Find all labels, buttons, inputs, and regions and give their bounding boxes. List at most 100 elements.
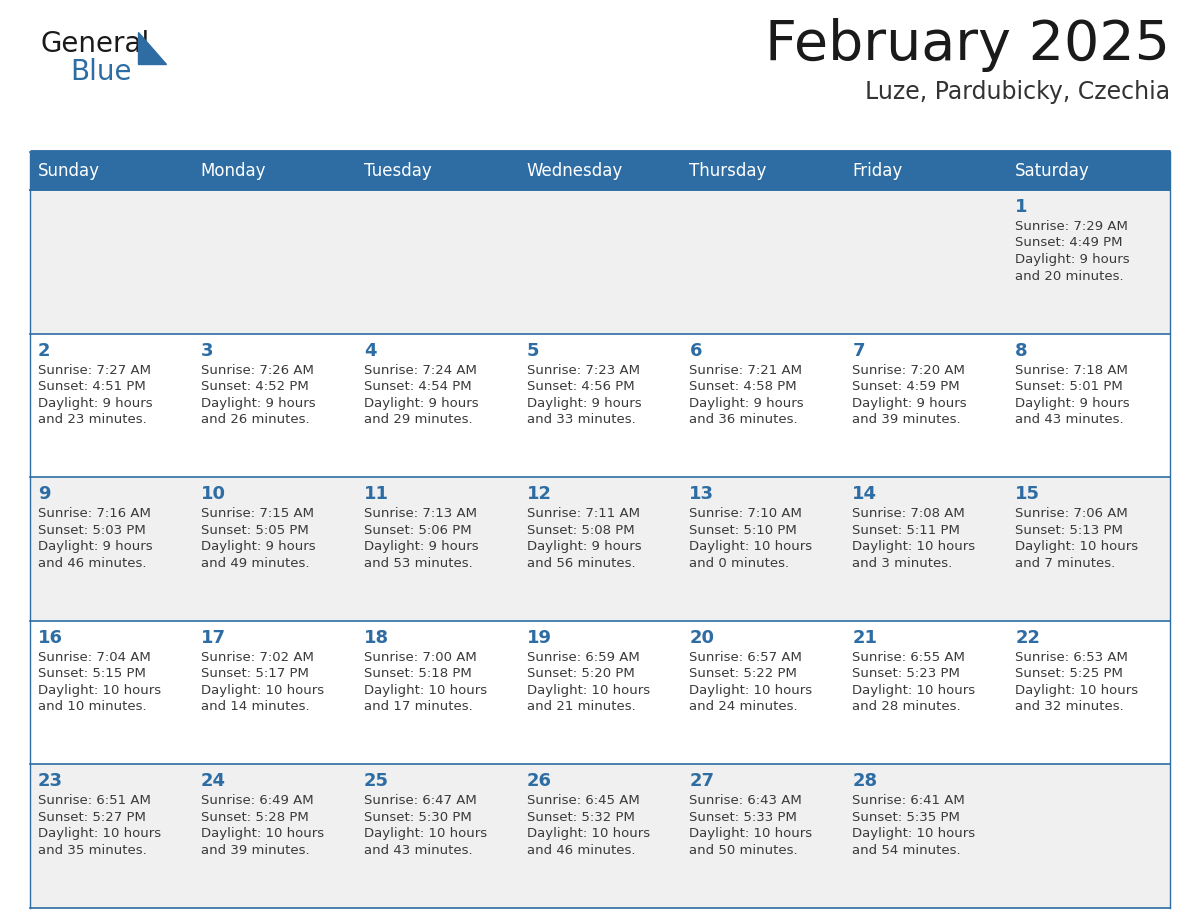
Text: Monday: Monday <box>201 162 266 180</box>
Text: and 49 minutes.: and 49 minutes. <box>201 556 309 570</box>
Text: Blue: Blue <box>70 58 132 86</box>
Text: 2: 2 <box>38 341 51 360</box>
Text: 21: 21 <box>852 629 877 647</box>
Text: Sunrise: 7:11 AM: Sunrise: 7:11 AM <box>526 508 639 521</box>
Text: Sunrise: 7:26 AM: Sunrise: 7:26 AM <box>201 364 314 376</box>
Text: Sunrise: 7:20 AM: Sunrise: 7:20 AM <box>852 364 965 376</box>
Text: 24: 24 <box>201 772 226 790</box>
Text: Sunrise: 7:24 AM: Sunrise: 7:24 AM <box>364 364 476 376</box>
Text: Daylight: 9 hours: Daylight: 9 hours <box>689 397 804 409</box>
Text: Sunset: 5:08 PM: Sunset: 5:08 PM <box>526 523 634 537</box>
Text: Friday: Friday <box>852 162 903 180</box>
Text: Sunrise: 6:49 AM: Sunrise: 6:49 AM <box>201 794 314 808</box>
Text: Tuesday: Tuesday <box>364 162 431 180</box>
Text: Daylight: 10 hours: Daylight: 10 hours <box>201 827 324 840</box>
Text: and 46 minutes.: and 46 minutes. <box>526 844 636 856</box>
Text: Sunset: 5:23 PM: Sunset: 5:23 PM <box>852 667 960 680</box>
Bar <box>30 190 1170 333</box>
Text: Sunrise: 7:16 AM: Sunrise: 7:16 AM <box>38 508 151 521</box>
Text: 22: 22 <box>1015 629 1041 647</box>
Bar <box>30 765 1170 908</box>
Text: Sunrise: 7:13 AM: Sunrise: 7:13 AM <box>364 508 476 521</box>
Text: Daylight: 10 hours: Daylight: 10 hours <box>689 684 813 697</box>
Text: Sunset: 4:51 PM: Sunset: 4:51 PM <box>38 380 146 393</box>
Text: Sunset: 5:20 PM: Sunset: 5:20 PM <box>526 667 634 680</box>
Text: and 24 minutes.: and 24 minutes. <box>689 700 798 713</box>
Text: Thursday: Thursday <box>689 162 766 180</box>
Text: and 53 minutes.: and 53 minutes. <box>364 556 473 570</box>
Text: and 20 minutes.: and 20 minutes. <box>1015 270 1124 283</box>
Text: Daylight: 10 hours: Daylight: 10 hours <box>689 540 813 554</box>
Text: Saturday: Saturday <box>1015 162 1089 180</box>
Text: 11: 11 <box>364 486 388 503</box>
Text: Daylight: 9 hours: Daylight: 9 hours <box>526 540 642 554</box>
Text: and 56 minutes.: and 56 minutes. <box>526 556 636 570</box>
Polygon shape <box>138 32 166 64</box>
Text: Sunrise: 6:45 AM: Sunrise: 6:45 AM <box>526 794 639 808</box>
Text: Daylight: 10 hours: Daylight: 10 hours <box>1015 540 1138 554</box>
Text: 19: 19 <box>526 629 551 647</box>
Text: Daylight: 9 hours: Daylight: 9 hours <box>38 540 152 554</box>
Text: 9: 9 <box>38 486 51 503</box>
Text: and 21 minutes.: and 21 minutes. <box>526 700 636 713</box>
Text: and 39 minutes.: and 39 minutes. <box>852 413 961 426</box>
Text: Daylight: 10 hours: Daylight: 10 hours <box>526 684 650 697</box>
Text: Daylight: 10 hours: Daylight: 10 hours <box>38 827 162 840</box>
Text: and 50 minutes.: and 50 minutes. <box>689 844 798 856</box>
Bar <box>30 152 1170 190</box>
Text: Daylight: 9 hours: Daylight: 9 hours <box>201 397 316 409</box>
Text: Sunrise: 7:10 AM: Sunrise: 7:10 AM <box>689 508 802 521</box>
Text: Sunrise: 6:57 AM: Sunrise: 6:57 AM <box>689 651 802 664</box>
Text: 1: 1 <box>1015 198 1028 216</box>
Text: Sunset: 5:28 PM: Sunset: 5:28 PM <box>201 811 309 823</box>
Text: 6: 6 <box>689 341 702 360</box>
Text: 25: 25 <box>364 772 388 790</box>
Text: 26: 26 <box>526 772 551 790</box>
Bar <box>30 621 1170 765</box>
Text: and 46 minutes.: and 46 minutes. <box>38 556 146 570</box>
Text: and 10 minutes.: and 10 minutes. <box>38 700 146 713</box>
Text: General: General <box>40 30 150 58</box>
Text: Sunrise: 7:15 AM: Sunrise: 7:15 AM <box>201 508 314 521</box>
Text: 5: 5 <box>526 341 539 360</box>
Text: Sunrise: 6:47 AM: Sunrise: 6:47 AM <box>364 794 476 808</box>
Text: Sunrise: 6:59 AM: Sunrise: 6:59 AM <box>526 651 639 664</box>
Text: Daylight: 10 hours: Daylight: 10 hours <box>201 684 324 697</box>
Text: Daylight: 10 hours: Daylight: 10 hours <box>364 827 487 840</box>
Text: 12: 12 <box>526 486 551 503</box>
Text: and 26 minutes.: and 26 minutes. <box>201 413 310 426</box>
Text: Daylight: 10 hours: Daylight: 10 hours <box>38 684 162 697</box>
Text: Sunset: 4:52 PM: Sunset: 4:52 PM <box>201 380 309 393</box>
Text: Sunset: 5:10 PM: Sunset: 5:10 PM <box>689 523 797 537</box>
Text: Sunrise: 7:04 AM: Sunrise: 7:04 AM <box>38 651 151 664</box>
Text: 18: 18 <box>364 629 388 647</box>
Text: 14: 14 <box>852 486 877 503</box>
Text: February 2025: February 2025 <box>765 18 1170 72</box>
Text: and 33 minutes.: and 33 minutes. <box>526 413 636 426</box>
Text: and 32 minutes.: and 32 minutes. <box>1015 700 1124 713</box>
Text: Sunset: 5:30 PM: Sunset: 5:30 PM <box>364 811 472 823</box>
Text: Sunrise: 7:06 AM: Sunrise: 7:06 AM <box>1015 508 1127 521</box>
Text: Sunrise: 7:29 AM: Sunrise: 7:29 AM <box>1015 220 1129 233</box>
Text: Sunrise: 7:00 AM: Sunrise: 7:00 AM <box>364 651 476 664</box>
Text: 15: 15 <box>1015 486 1041 503</box>
Text: Sunset: 5:35 PM: Sunset: 5:35 PM <box>852 811 960 823</box>
Text: Sunset: 5:11 PM: Sunset: 5:11 PM <box>852 523 960 537</box>
Text: and 23 minutes.: and 23 minutes. <box>38 413 147 426</box>
Text: and 0 minutes.: and 0 minutes. <box>689 556 790 570</box>
Text: Daylight: 9 hours: Daylight: 9 hours <box>364 540 479 554</box>
Text: Sunrise: 7:18 AM: Sunrise: 7:18 AM <box>1015 364 1129 376</box>
Text: Sunday: Sunday <box>38 162 100 180</box>
Text: and 36 minutes.: and 36 minutes. <box>689 413 798 426</box>
Text: Sunrise: 6:51 AM: Sunrise: 6:51 AM <box>38 794 151 808</box>
Text: Daylight: 9 hours: Daylight: 9 hours <box>364 397 479 409</box>
Text: Daylight: 10 hours: Daylight: 10 hours <box>852 540 975 554</box>
Text: Sunrise: 7:21 AM: Sunrise: 7:21 AM <box>689 364 802 376</box>
Text: 4: 4 <box>364 341 377 360</box>
Text: 3: 3 <box>201 341 214 360</box>
Text: 20: 20 <box>689 629 714 647</box>
Text: Daylight: 9 hours: Daylight: 9 hours <box>201 540 316 554</box>
Text: 23: 23 <box>38 772 63 790</box>
Text: Sunset: 5:33 PM: Sunset: 5:33 PM <box>689 811 797 823</box>
Text: Daylight: 9 hours: Daylight: 9 hours <box>526 397 642 409</box>
